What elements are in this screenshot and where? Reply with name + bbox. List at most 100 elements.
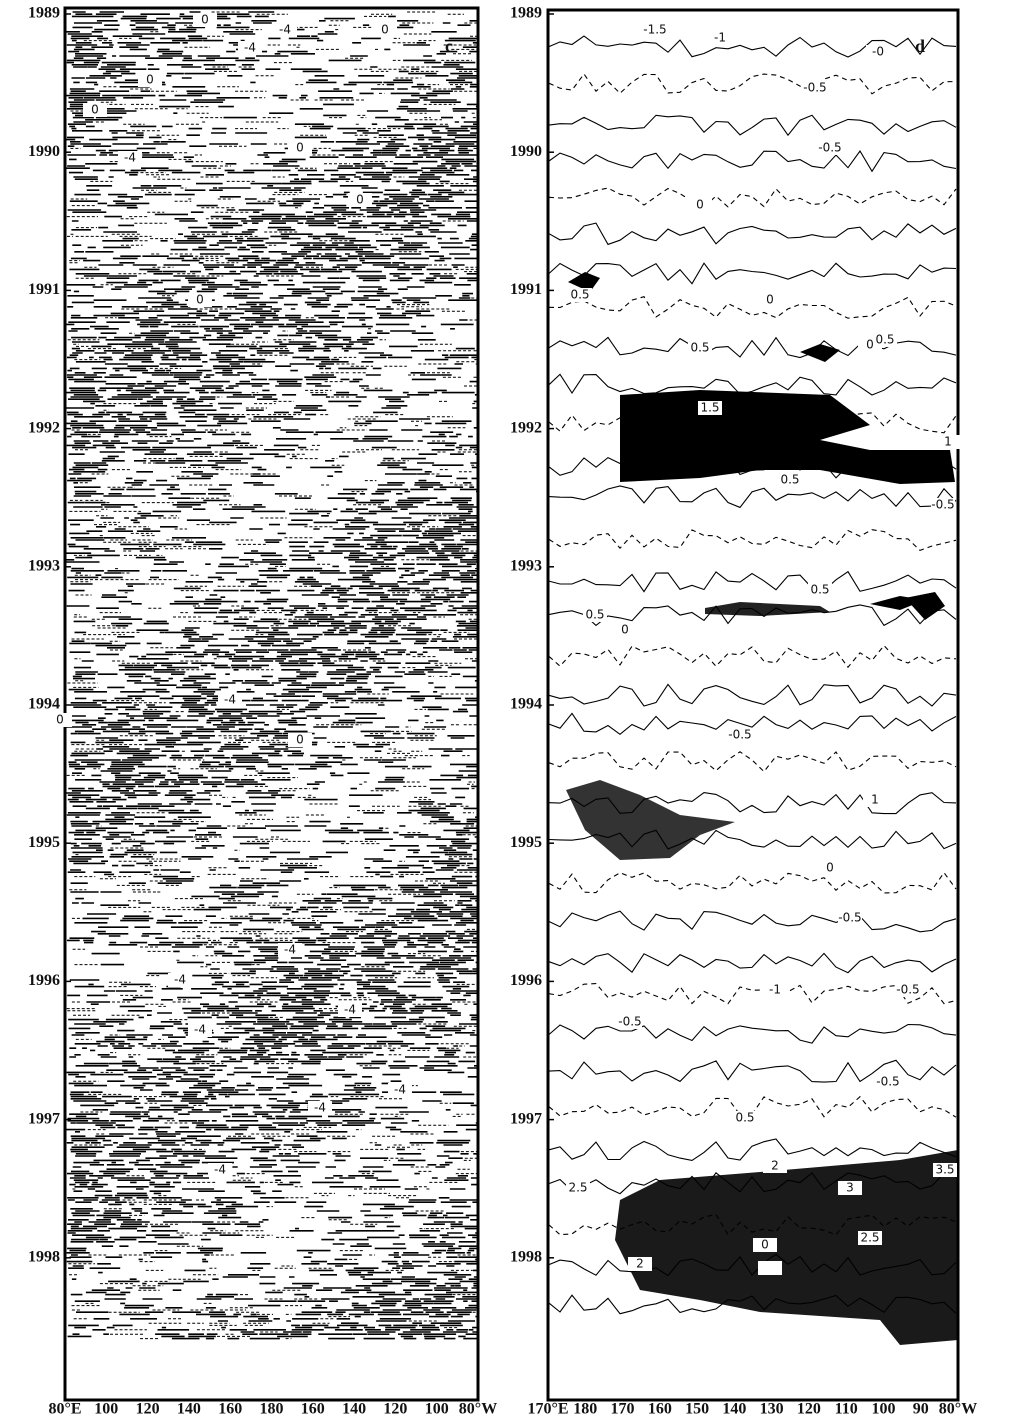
label-bg	[876, 1075, 900, 1089]
label-bg	[618, 1015, 642, 1029]
contour-line	[548, 829, 957, 850]
y-tick-label: 1995	[28, 834, 60, 851]
label-bg	[348, 193, 372, 207]
contour-line	[548, 1138, 957, 1161]
label-bg	[763, 983, 787, 997]
y-tick-label: 1996	[28, 972, 60, 989]
panel-c-frame	[63, 6, 480, 1402]
contour-label: 2	[636, 1257, 644, 1271]
contour-label: 0.5	[735, 1111, 754, 1125]
contour-label: 0.5	[690, 341, 709, 355]
contour-line	[548, 1023, 957, 1044]
contour-line	[548, 149, 957, 173]
x-tick-label: 140	[342, 1401, 366, 1418]
shaded-region	[568, 272, 600, 292]
contour-label: 0	[866, 338, 874, 352]
contour-label: -4	[224, 693, 236, 707]
x-tick-label: 100	[871, 1401, 895, 1418]
label-bg	[568, 288, 592, 302]
label-bg	[288, 141, 312, 155]
contour-label: 1	[944, 435, 952, 449]
label-bg	[858, 1231, 882, 1245]
y-tick-label: 1998	[28, 1248, 60, 1265]
contour-line	[548, 262, 957, 285]
label-bg	[48, 713, 72, 727]
y-tick-label: 1995	[510, 834, 542, 851]
contour-line	[548, 910, 957, 933]
label-bg	[808, 583, 832, 597]
contour-label: -4	[124, 151, 136, 165]
y-tick-label: 1991	[510, 281, 542, 298]
x-tick-label: 140	[722, 1401, 746, 1418]
y-tick-label: 1998	[510, 1248, 542, 1265]
label-bg	[733, 1111, 757, 1125]
label-bg	[288, 733, 312, 747]
label-bg	[728, 728, 752, 742]
contour-line	[548, 187, 957, 208]
label-bg	[273, 23, 297, 37]
contour-label: 3.5	[935, 1163, 954, 1177]
contour-line	[548, 604, 957, 627]
contour-label: 0	[761, 1238, 769, 1252]
contour-label: 0	[826, 861, 834, 875]
label-bg	[838, 911, 862, 925]
contour-label: 0	[766, 293, 774, 307]
x-tick-label: 180	[573, 1401, 597, 1418]
contour-label: 0	[91, 103, 99, 117]
label-bg	[188, 293, 212, 307]
contour-label: 1.5	[700, 401, 719, 415]
x-tick-label: 150	[685, 1401, 709, 1418]
contour-line	[548, 983, 957, 1005]
y-tick-label: 1994	[28, 696, 60, 713]
label-bg	[933, 1163, 957, 1177]
contour-label: 1	[871, 793, 879, 807]
contour-line	[548, 751, 957, 773]
x-tick-label: 100	[94, 1401, 118, 1418]
y-tick-label: 1992	[510, 419, 542, 436]
label-bg	[613, 623, 637, 637]
contour-line	[548, 952, 957, 974]
label-bg	[896, 983, 920, 997]
x-tick-label: 140	[177, 1401, 201, 1418]
y-tick-label: 1997	[28, 1110, 60, 1127]
contour-line	[548, 296, 957, 319]
contour-line	[548, 644, 957, 669]
contour-line	[548, 1172, 956, 1195]
contour-line	[548, 871, 957, 894]
contour-line	[548, 485, 957, 509]
x-tick-label: 120	[797, 1401, 821, 1418]
contour-label: -0.5	[896, 983, 919, 997]
texture-stroke	[66, 11, 477, 1340]
label-bg	[753, 1238, 777, 1252]
panel-d-contours	[548, 35, 958, 1345]
labels: 1989 1990 1991 1992 1993 1994 1995 1996 1997 1998…	[28, 5, 977, 1418]
contour-label: 0	[56, 713, 64, 727]
contour-label: -4	[344, 1003, 356, 1017]
contour-label: 0	[381, 23, 389, 37]
label-bg	[218, 693, 242, 707]
contour-line	[548, 1253, 957, 1277]
contour-label: -4	[214, 1163, 226, 1177]
label-bg	[758, 1261, 782, 1275]
label-bg	[643, 23, 667, 37]
x-tick-label: 180	[260, 1401, 284, 1418]
shaded-region	[566, 780, 735, 860]
label-bg	[866, 45, 890, 59]
y-tick-label: 1994	[510, 696, 542, 713]
label-bg	[708, 31, 732, 45]
y-tick-label: 1989	[510, 5, 542, 22]
texture-stroke	[66, 11, 477, 1340]
contour-line	[548, 1294, 957, 1315]
contour-label: 0	[356, 193, 364, 207]
panel-c-texture	[66, 11, 477, 1340]
contour-label: 2.5	[568, 1181, 587, 1195]
y-tick-label: 1992	[28, 419, 60, 436]
contour-line	[548, 373, 957, 396]
y-tick-label: 1997	[510, 1110, 542, 1127]
contour-label: 0	[201, 13, 209, 27]
contour-label: -4	[284, 943, 296, 957]
label-bg	[688, 341, 712, 355]
label-bg	[338, 1003, 362, 1017]
x-tick-label: 100	[425, 1401, 449, 1418]
